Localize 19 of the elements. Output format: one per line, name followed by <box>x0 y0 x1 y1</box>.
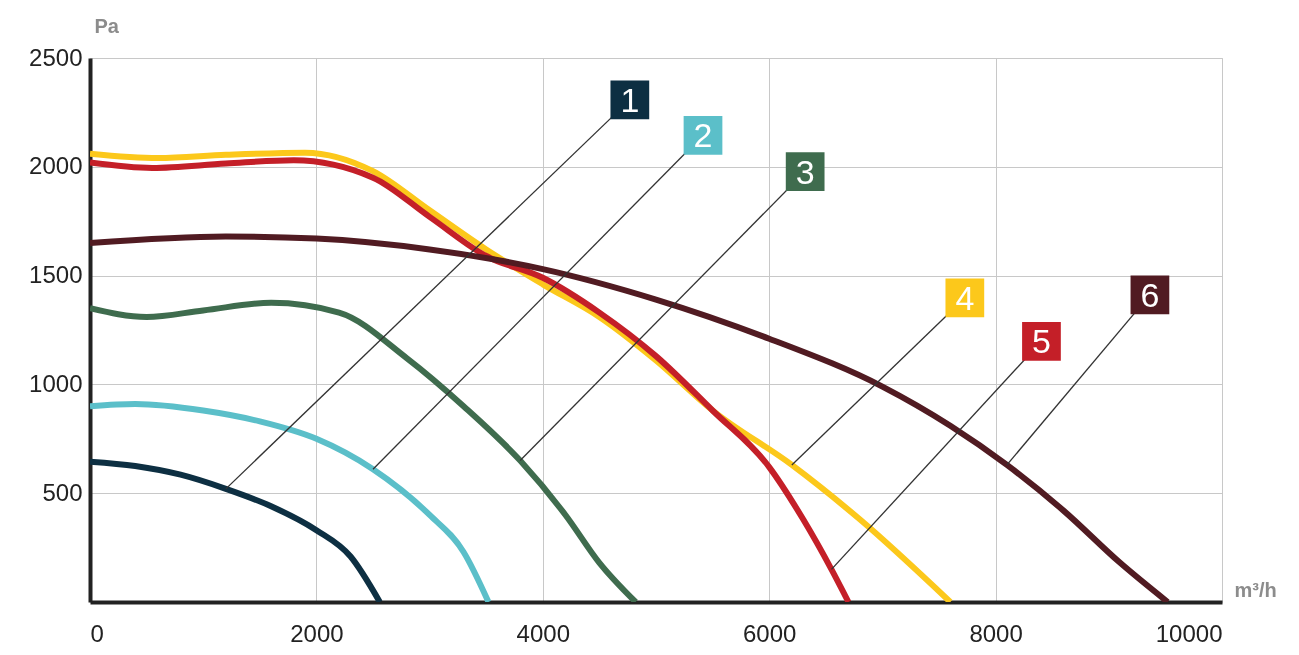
text: 5 <box>1032 322 1051 361</box>
y-tick-label: 1000 <box>29 369 83 397</box>
y-tick-label: 500 <box>42 478 83 506</box>
x-tick-label: 4000 <box>516 619 570 647</box>
text: 2 <box>693 116 713 155</box>
x-tick-label: 6000 <box>743 619 797 647</box>
text: 6 <box>1140 275 1160 314</box>
y-tick-label: 2500 <box>29 43 83 71</box>
x-tick-label: 0 <box>90 619 104 647</box>
x-tick-label: 10000 <box>1155 619 1223 647</box>
y-tick-label: 2000 <box>29 152 83 180</box>
y-tick-label: 1500 <box>29 261 83 289</box>
x-tick-label: 2000 <box>290 619 344 647</box>
text: 4 <box>955 278 975 317</box>
x-tick-label: 8000 <box>969 619 1023 647</box>
y-axis-title: Pa <box>94 14 120 37</box>
text: 1 <box>620 80 640 119</box>
text: 3 <box>795 152 815 191</box>
x-axis-title: m³/h <box>1234 578 1277 601</box>
